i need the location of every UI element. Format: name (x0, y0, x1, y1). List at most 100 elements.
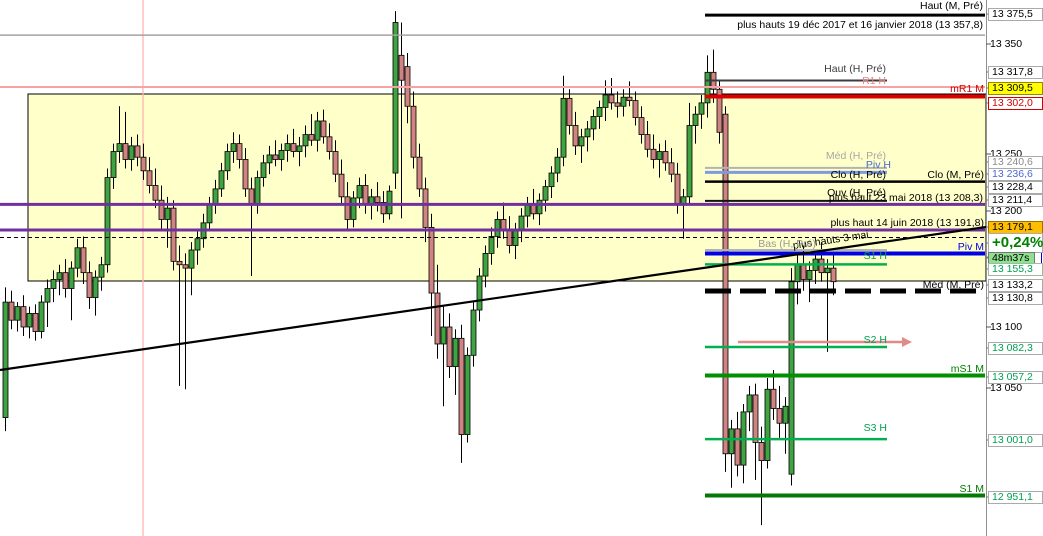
candle-body-up (824, 267, 831, 274)
candle-body-up (560, 97, 567, 158)
candle-body-down (8, 301, 15, 321)
candle-body-down (344, 196, 351, 220)
candle-body-up (14, 306, 21, 321)
level-label: plus haut 14 juin 2018 (13 191,8) (830, 217, 984, 229)
candle-body-up (806, 269, 813, 280)
candle-body-down (458, 337, 465, 435)
candle-body-up (68, 267, 75, 289)
candle-body-down (20, 306, 27, 328)
candle-body-down (32, 313, 39, 332)
candle-body-up (470, 309, 477, 356)
candle-body-up (542, 186, 549, 201)
candle-body-down (422, 188, 429, 228)
candle-body-down (272, 154, 279, 160)
candle-body-up (350, 197, 357, 220)
candle-body-down (332, 151, 339, 175)
candle-body-up (536, 199, 543, 215)
level-label: S1 M (959, 483, 984, 495)
candle-body-up (302, 134, 309, 147)
price-box: 13 317,8 (988, 65, 1043, 79)
candle-body-up (392, 22, 399, 174)
candle-body-up (92, 276, 99, 298)
candle-body-down (776, 408, 783, 424)
price-box: 13 001,0 (988, 433, 1043, 447)
candle-body-up (584, 128, 591, 138)
price-box: 12 951,1 (988, 490, 1043, 504)
candle-body-up (596, 106, 603, 117)
price-box: 13 155,3 (988, 262, 1043, 276)
candle-body-up (494, 219, 501, 237)
candle-body-up (554, 156, 561, 174)
candle-body-up (218, 170, 225, 190)
candle-body-down (626, 96, 633, 102)
candle-body-down (758, 442, 765, 461)
candle-body-down (62, 272, 69, 289)
candle-body-down (80, 247, 87, 274)
level-label: Bas (H, Pré) (758, 238, 816, 250)
candle-body-up (590, 116, 597, 130)
candle-body-down (398, 54, 405, 81)
price-box: 13 130,8 (988, 291, 1043, 305)
level-label: mS1 M (950, 363, 984, 375)
candle-body-down (530, 204, 537, 215)
candle-body-up (50, 279, 57, 289)
candle-body-up (38, 301, 45, 332)
candle-body-down (446, 326, 453, 368)
candle-body-down (374, 196, 381, 203)
candle-body-up (728, 428, 735, 455)
price-box: 13 236,6 (988, 167, 1043, 181)
candle-body-up (698, 102, 705, 115)
level-label: Piv H (865, 159, 891, 171)
candle-body-up (188, 249, 195, 269)
candle-body-up (206, 204, 213, 224)
axis-tick-label: 13 100 (990, 321, 1023, 333)
candle-body-up (692, 113, 699, 126)
level-label: Haut (H, Pré) (824, 63, 886, 75)
price-box: 13 057,2 (988, 370, 1043, 384)
candle-body-up (164, 207, 171, 220)
candle-body-down (638, 117, 645, 135)
candle-body-down (428, 226, 435, 294)
candle-body-down (86, 272, 93, 298)
trendline[interactable] (0, 225, 987, 372)
candle-body-up (356, 185, 363, 199)
price-box: 13 133,2 (988, 278, 1043, 292)
candle-body-down (410, 105, 417, 158)
candle-body-down (242, 159, 249, 190)
price-box: 13 302,0 (988, 96, 1043, 110)
candle-body-down (668, 162, 675, 175)
candle-body-up (260, 162, 267, 178)
candle-body-up (464, 354, 471, 435)
candle-body-up (440, 326, 447, 345)
candle-body-down (644, 134, 651, 150)
candle-body-down (140, 156, 147, 172)
candle-body-up (788, 281, 795, 475)
candle-body-down (122, 143, 129, 160)
candle-body-up (254, 177, 261, 206)
candle-body-down (338, 173, 345, 198)
level-label: plus hauts 19 déc 2017 et 16 janvier 201… (737, 19, 983, 31)
candle-body-down (632, 100, 639, 118)
candle-body-down (572, 125, 579, 147)
candle-body-up (602, 94, 609, 108)
candle-body-up (686, 125, 693, 198)
candle-body-down (662, 151, 669, 164)
candle-body-up (98, 264, 105, 278)
candle-body-up (278, 150, 285, 160)
axis-tick-label: 13 050 (990, 382, 1023, 394)
candle-body-down (152, 185, 159, 201)
candle-body-up (518, 215, 525, 231)
candle-body-down (248, 188, 255, 206)
candle-body-down (158, 199, 165, 220)
candle-body-up (452, 337, 459, 368)
candle-body-up (56, 272, 63, 280)
candle-body-up (476, 275, 483, 311)
candle-body-up (488, 236, 495, 254)
candle-body-up (482, 253, 489, 277)
candle-body-down (614, 102, 621, 107)
level-label: Haut (M, Pré) (919, 0, 983, 12)
candle-body-down (290, 143, 297, 152)
candle-body-up (284, 143, 291, 151)
